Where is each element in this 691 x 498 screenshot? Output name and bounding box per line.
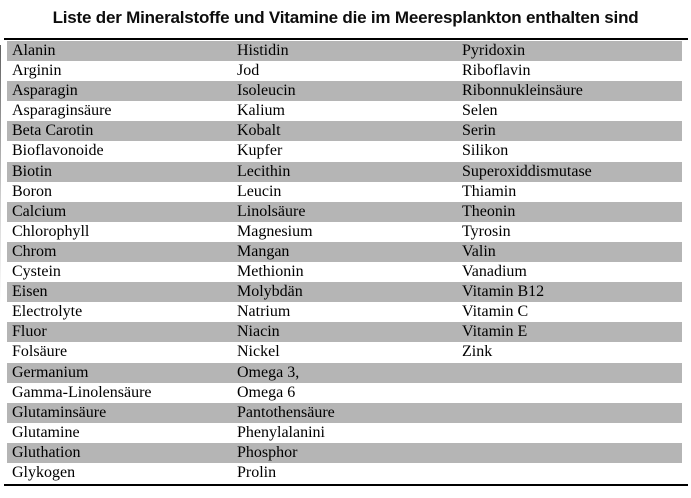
table-row: Folsäure Nickel Zink: [7, 342, 682, 362]
table-cell: Electrolyte: [12, 303, 83, 321]
table-cell: Molybdän: [237, 283, 303, 301]
table-row: Boron Leucin Thiamin: [7, 182, 682, 202]
table-cell: Riboflavin: [462, 62, 531, 80]
table-cell: Mangan: [237, 242, 290, 260]
table-row: Fluor Niacin Vitamin E: [7, 322, 682, 343]
table-cell: Kalium: [237, 102, 285, 120]
table-cell: Boron: [12, 182, 52, 200]
table-row: Chrom Mangan Valin: [7, 241, 682, 263]
table-cell: Folsäure: [12, 343, 68, 361]
table-cell: Magnesium: [237, 222, 313, 240]
table-cell: Omega 6: [237, 383, 296, 401]
table-cell: Germanium: [12, 363, 89, 381]
table-cell: Beta Carotin: [12, 122, 94, 140]
table-row: Gluthation Phosphor: [7, 442, 682, 463]
table-cell: Glutaminsäure: [12, 403, 107, 421]
table-row: Bioflavonoide Kupfer Silikon: [7, 141, 682, 161]
table-cell: Bioflavonoide: [12, 142, 104, 160]
table-cell: Jod: [237, 62, 260, 80]
table-cell: Glutamine: [12, 423, 80, 441]
table-cell: Asparagin: [12, 82, 78, 100]
table-row: Glutaminsäure Pantothensäure: [7, 402, 682, 423]
table-row: Glutamine Phenylalanini: [7, 423, 682, 443]
table-cell: Linolsäure: [237, 202, 306, 220]
table-cell: Pantothensäure: [237, 403, 335, 421]
table-cell: Vitamin E: [462, 323, 528, 341]
table-row: Electrolyte Natrium Vitamin C: [7, 302, 682, 322]
table-cell: Chrom: [12, 242, 57, 260]
table-cell: Vitamin C: [462, 303, 529, 321]
table-cell: Valin: [462, 242, 496, 260]
table-cell: Calcium: [12, 202, 67, 220]
table-cell: Niacin: [237, 323, 280, 341]
table-cell: Arginin: [12, 62, 62, 80]
table-cell: Fluor: [12, 323, 47, 341]
table-row: Cystein Methionin Vanadium: [7, 262, 682, 282]
page-title: Liste der Mineralstoffe und Vitamine die…: [52, 8, 639, 27]
table-row: Chlorophyll Magnesium Tyrosin: [7, 222, 682, 242]
table-cell: Theonin: [462, 202, 516, 220]
table-cell: Zink: [462, 343, 493, 361]
table-cell: Pyridoxin: [462, 42, 526, 59]
table-row: Alanin Histidin Pyridoxin: [7, 41, 682, 62]
table-cell: Ribonnukleinsäure: [462, 82, 583, 100]
table-cell: Natrium: [237, 303, 291, 321]
table-cell: Histidin: [237, 42, 289, 59]
table-cell: Selen: [462, 102, 498, 120]
table-cell: Silikon: [462, 142, 509, 160]
table-rows: Alanin Histidin Pyridoxin Arginin Jod Ribofla…: [7, 41, 682, 483]
table-cell: Prolin: [237, 463, 277, 481]
table-cell: Methionin: [237, 263, 304, 281]
table-cell: Thiamin: [462, 182, 517, 200]
table-cell: Leucin: [237, 182, 282, 200]
table-cell: Glykogen: [12, 463, 76, 481]
table-row: Beta Carotin Kobalt Serin: [7, 121, 682, 142]
scan-artifact-line: [0, 45, 1, 305]
table-row: Asparaginsäure Kalium Selen: [7, 101, 682, 121]
table-cell: Chlorophyll: [12, 222, 90, 240]
table-cell: Eisen: [12, 283, 48, 301]
table-cell: Serin: [462, 122, 496, 140]
table-cell: Cystein: [12, 263, 61, 281]
table-cell: Isoleucin: [237, 82, 296, 100]
table-row: Calcium Linolsäure Theonin: [7, 201, 682, 222]
table-cell: Vitamin B12: [462, 283, 545, 301]
table-cell: Tyrosin: [462, 222, 511, 240]
table-cell: Superoxiddismutase: [462, 162, 592, 180]
table-row: Eisen Molybdän Vitamin B12: [7, 282, 682, 303]
table-row: Germanium Omega 3,: [7, 362, 682, 383]
table-cell: Omega 3,: [237, 363, 300, 381]
table-row: Asparagin Isoleucin Ribonnukleinsäure: [7, 81, 682, 102]
table-cell: Alanin: [12, 42, 56, 59]
table-cell: Biotin: [12, 162, 53, 180]
table-cell: Kupfer: [237, 142, 283, 160]
mineral-vitamin-table: Alanin Histidin Pyridoxin Arginin Jod Ribofla…: [4, 38, 688, 487]
table-cell: Lecithin: [237, 162, 291, 180]
table-row: Arginin Jod Riboflavin: [7, 61, 682, 81]
table-row: Biotin Lecithin Superoxiddismutase: [7, 161, 682, 182]
table-cell: Gluthation: [12, 443, 81, 461]
table-cell: Asparaginsäure: [12, 102, 112, 120]
table-row: Gamma-Linolensäure Omega 6: [7, 383, 682, 403]
table-cell: Gamma-Linolensäure: [12, 383, 152, 401]
table-cell: Kobalt: [237, 122, 281, 140]
table-cell: Vanadium: [462, 263, 527, 281]
table-cell: Phosphor: [237, 443, 298, 461]
table-row: Glykogen Prolin: [7, 463, 682, 483]
table-cell: Phenylalanini: [237, 423, 325, 441]
document-page: Liste der Mineralstoffe und Vitamine die…: [0, 7, 691, 487]
table-cell: Nickel: [237, 343, 280, 361]
